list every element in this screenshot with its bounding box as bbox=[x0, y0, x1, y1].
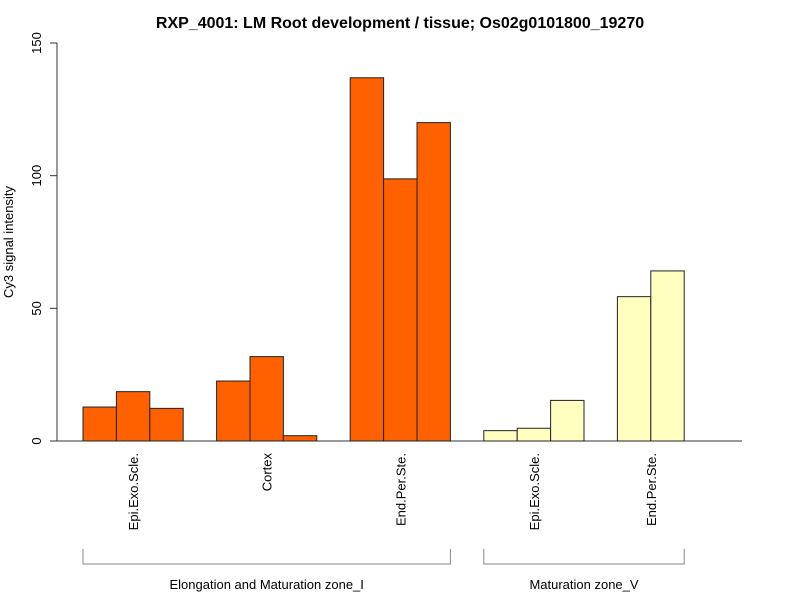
category-label: Cortex bbox=[260, 453, 275, 492]
bar bbox=[416, 122, 451, 442]
bar bbox=[616, 296, 652, 442]
bar bbox=[82, 406, 117, 442]
bar bbox=[249, 356, 284, 442]
bar bbox=[383, 178, 418, 442]
y-tick-label: 150 bbox=[29, 32, 44, 54]
group-bracket bbox=[483, 549, 685, 565]
category-label: End.Per.Ste. bbox=[644, 453, 659, 526]
bar bbox=[282, 435, 318, 442]
category-label: Epi.Exo.Scle. bbox=[527, 453, 542, 530]
group-brackets: Elongation and Maturation zone_I Maturati… bbox=[82, 549, 685, 592]
bar bbox=[516, 427, 552, 442]
group-label: Maturation zone_V bbox=[529, 577, 638, 592]
y-axis-label: Cy3 signal intensity bbox=[1, 186, 16, 298]
category-labels: Epi.Exo.Scle. Cortex End.Per.Ste. Epi.Exo.S… bbox=[126, 453, 659, 531]
category-label: Epi.Exo.Scle. bbox=[126, 453, 141, 530]
group-bracket bbox=[82, 549, 451, 565]
bar bbox=[483, 430, 518, 442]
bar bbox=[216, 380, 251, 442]
bars bbox=[82, 77, 685, 442]
bar bbox=[550, 399, 585, 442]
y-tick-label: 50 bbox=[29, 301, 44, 315]
bar bbox=[650, 270, 685, 442]
group-label: Elongation and Maturation zone_I bbox=[169, 577, 363, 592]
y-tick-label: 0 bbox=[29, 437, 44, 444]
bar bbox=[115, 391, 151, 442]
chart-title: RXP_4001: LM Root development / tissue; … bbox=[156, 15, 644, 32]
bar bbox=[349, 77, 385, 442]
y-axis: 0 50 100 150 bbox=[29, 32, 58, 445]
category-label: End.Per.Ste. bbox=[393, 453, 408, 526]
y-tick-label: 100 bbox=[29, 165, 44, 187]
bar bbox=[149, 407, 184, 442]
